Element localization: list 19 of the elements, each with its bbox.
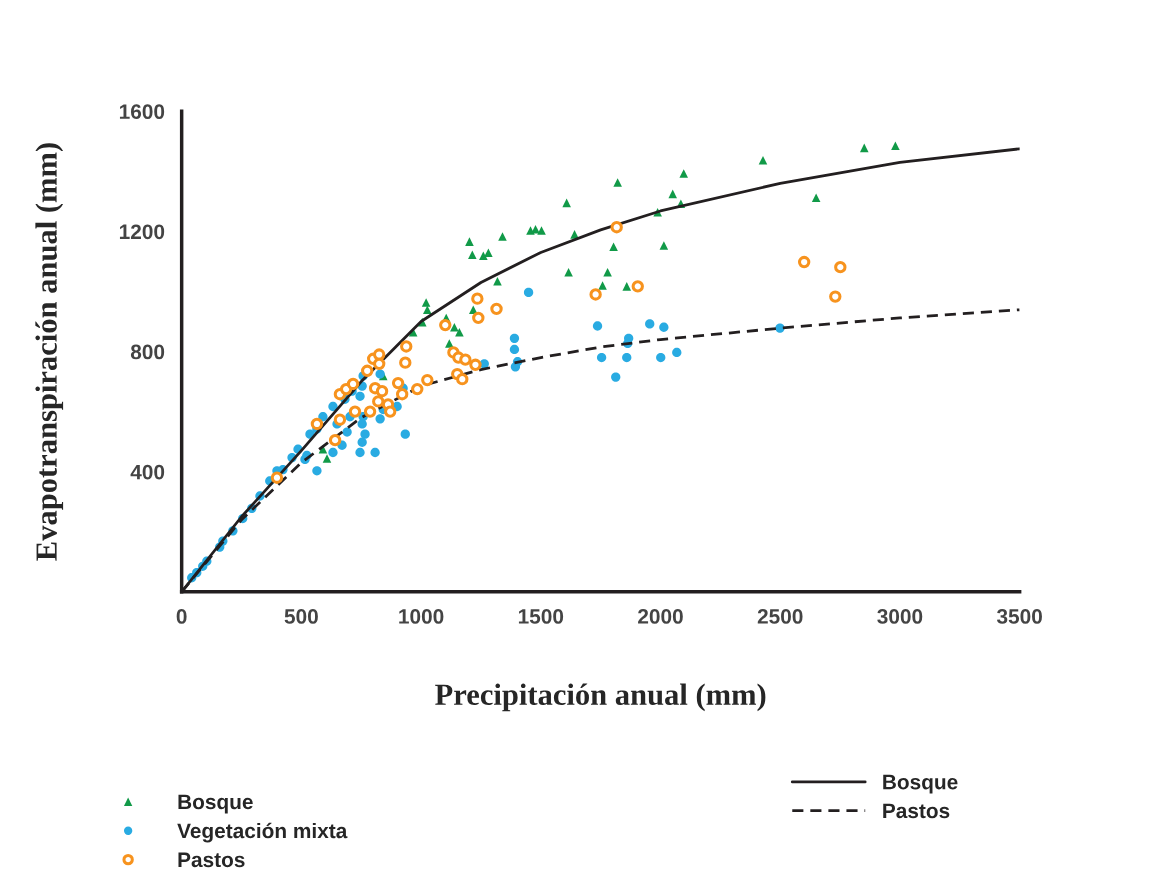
x-tick-label: 500 [284, 609, 318, 624]
y-tick-label: 1200 [119, 224, 165, 240]
x-axis-title: Precipitación anual (mm) [435, 683, 766, 712]
legend-label: Pastos [883, 803, 950, 819]
y-axis-title: Evapotranspiración anual (mm) [35, 143, 64, 561]
y-tick-label: 800 [130, 344, 165, 360]
x-tick-label: 0 [176, 609, 187, 624]
x-tick-label: 1000 [399, 609, 444, 624]
legend-label: Pastos [178, 852, 245, 868]
x-tick-label: 2500 [757, 609, 803, 624]
legend-label: Bosque [883, 774, 958, 794]
x-tick-label: 3000 [877, 609, 923, 624]
x-tick-label: 2000 [638, 609, 683, 624]
x-tick-label: 1500 [518, 609, 564, 624]
x-tick-label: 3500 [996, 609, 1042, 624]
y-tick-label: 400 [130, 464, 165, 480]
legend-label: Vegetación mixta [177, 822, 348, 843]
legend-label: Bosque [178, 794, 253, 814]
y-tick-label: 1600 [119, 104, 165, 119]
